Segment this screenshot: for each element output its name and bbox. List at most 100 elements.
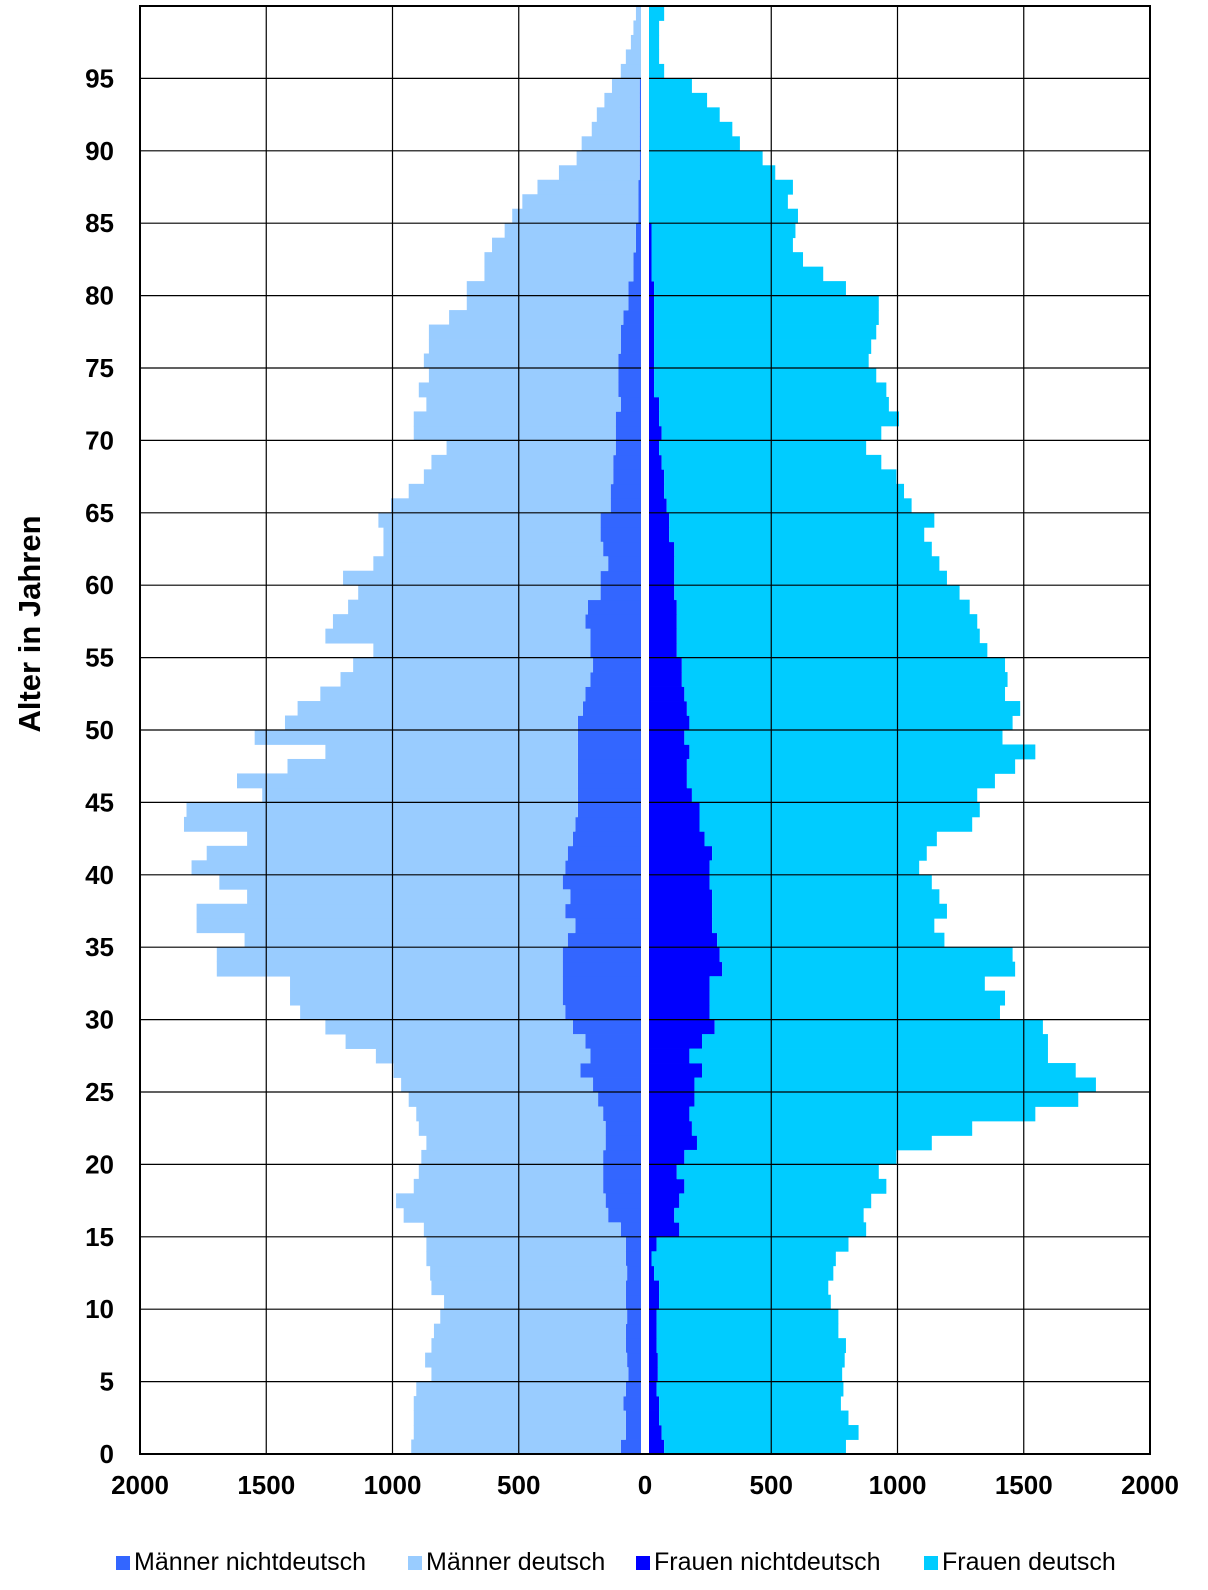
bar bbox=[492, 237, 636, 253]
bar bbox=[649, 1019, 715, 1035]
bar bbox=[639, 121, 641, 137]
bar bbox=[649, 6, 665, 21]
bar bbox=[649, 730, 685, 745]
bar bbox=[183, 816, 576, 832]
center-axis-gap bbox=[641, 7, 649, 1453]
x-tick-label: 2000 bbox=[111, 1470, 169, 1500]
bar bbox=[684, 1149, 897, 1165]
bar bbox=[649, 947, 720, 963]
bar bbox=[237, 773, 578, 789]
bar bbox=[577, 730, 642, 745]
bars-layer bbox=[183, 6, 1096, 1455]
bar bbox=[191, 860, 566, 876]
bar bbox=[649, 1309, 657, 1325]
bar bbox=[219, 874, 563, 890]
bar bbox=[649, 136, 740, 152]
bar bbox=[625, 1410, 641, 1426]
bar bbox=[413, 425, 616, 441]
bar bbox=[287, 758, 578, 774]
bar bbox=[649, 672, 682, 687]
bar bbox=[635, 6, 641, 21]
bar bbox=[600, 527, 641, 543]
bar bbox=[605, 1193, 641, 1209]
bar bbox=[466, 281, 629, 296]
bar bbox=[613, 469, 641, 485]
bar bbox=[709, 990, 1006, 1006]
bar bbox=[649, 1005, 710, 1020]
bar bbox=[290, 990, 563, 1006]
bar bbox=[618, 382, 641, 398]
bar bbox=[585, 1034, 641, 1049]
bar bbox=[649, 903, 713, 919]
bar bbox=[575, 816, 641, 832]
y-tick-label: 25 bbox=[85, 1077, 114, 1107]
bar bbox=[649, 1092, 695, 1107]
bar bbox=[603, 1164, 642, 1180]
bar bbox=[504, 223, 636, 239]
bar bbox=[694, 1077, 1096, 1093]
bar bbox=[638, 208, 641, 224]
bar bbox=[206, 845, 568, 861]
bar bbox=[425, 1352, 628, 1368]
bar bbox=[649, 614, 677, 630]
bar bbox=[654, 281, 846, 296]
bar bbox=[590, 643, 641, 658]
bar bbox=[649, 1120, 692, 1136]
bar bbox=[649, 179, 793, 195]
bar bbox=[649, 469, 665, 485]
bar bbox=[649, 1034, 703, 1049]
y-tick-label: 65 bbox=[85, 498, 114, 528]
bar bbox=[608, 1207, 641, 1223]
bar bbox=[676, 643, 988, 658]
bar bbox=[567, 845, 641, 861]
legend-item: Frauen deutsch bbox=[924, 1548, 1116, 1576]
bar bbox=[649, 208, 798, 224]
bar bbox=[325, 628, 591, 644]
bar bbox=[633, 252, 641, 268]
bar bbox=[709, 874, 932, 890]
bar bbox=[383, 541, 604, 557]
bar bbox=[604, 92, 640, 108]
bar bbox=[649, 527, 670, 543]
bar bbox=[702, 1063, 1076, 1078]
bar bbox=[649, 1338, 657, 1354]
bar bbox=[577, 787, 642, 803]
bar bbox=[426, 1135, 606, 1151]
bar bbox=[426, 396, 621, 412]
bar bbox=[639, 107, 641, 123]
bar bbox=[413, 1425, 626, 1440]
bar bbox=[649, 643, 677, 658]
bar bbox=[649, 599, 677, 615]
bar bbox=[416, 1106, 604, 1122]
bar bbox=[639, 136, 641, 152]
bar bbox=[633, 266, 641, 282]
bar bbox=[639, 92, 641, 108]
bar bbox=[635, 237, 641, 253]
bar bbox=[659, 1396, 841, 1411]
bar bbox=[247, 889, 571, 905]
bar bbox=[649, 324, 655, 340]
bar bbox=[580, 1063, 641, 1078]
bar bbox=[649, 628, 677, 644]
bar bbox=[416, 1381, 626, 1397]
bar bbox=[431, 1338, 626, 1354]
bar bbox=[345, 1034, 586, 1049]
bar bbox=[704, 831, 937, 847]
bar bbox=[567, 932, 641, 948]
bar bbox=[408, 1092, 599, 1107]
legend-swatch bbox=[636, 1556, 650, 1570]
bar bbox=[625, 1236, 641, 1252]
y-tick-label: 0 bbox=[100, 1439, 114, 1469]
bar bbox=[709, 1005, 1000, 1020]
bar bbox=[576, 150, 640, 166]
bar bbox=[651, 223, 796, 239]
bar bbox=[600, 585, 641, 601]
bar bbox=[649, 1164, 677, 1180]
bar bbox=[373, 556, 609, 572]
bar bbox=[649, 1439, 665, 1455]
y-tick-label: 20 bbox=[85, 1149, 114, 1179]
bar bbox=[722, 961, 1016, 977]
bar bbox=[684, 1178, 887, 1194]
bar bbox=[666, 498, 912, 514]
bar bbox=[623, 310, 642, 325]
